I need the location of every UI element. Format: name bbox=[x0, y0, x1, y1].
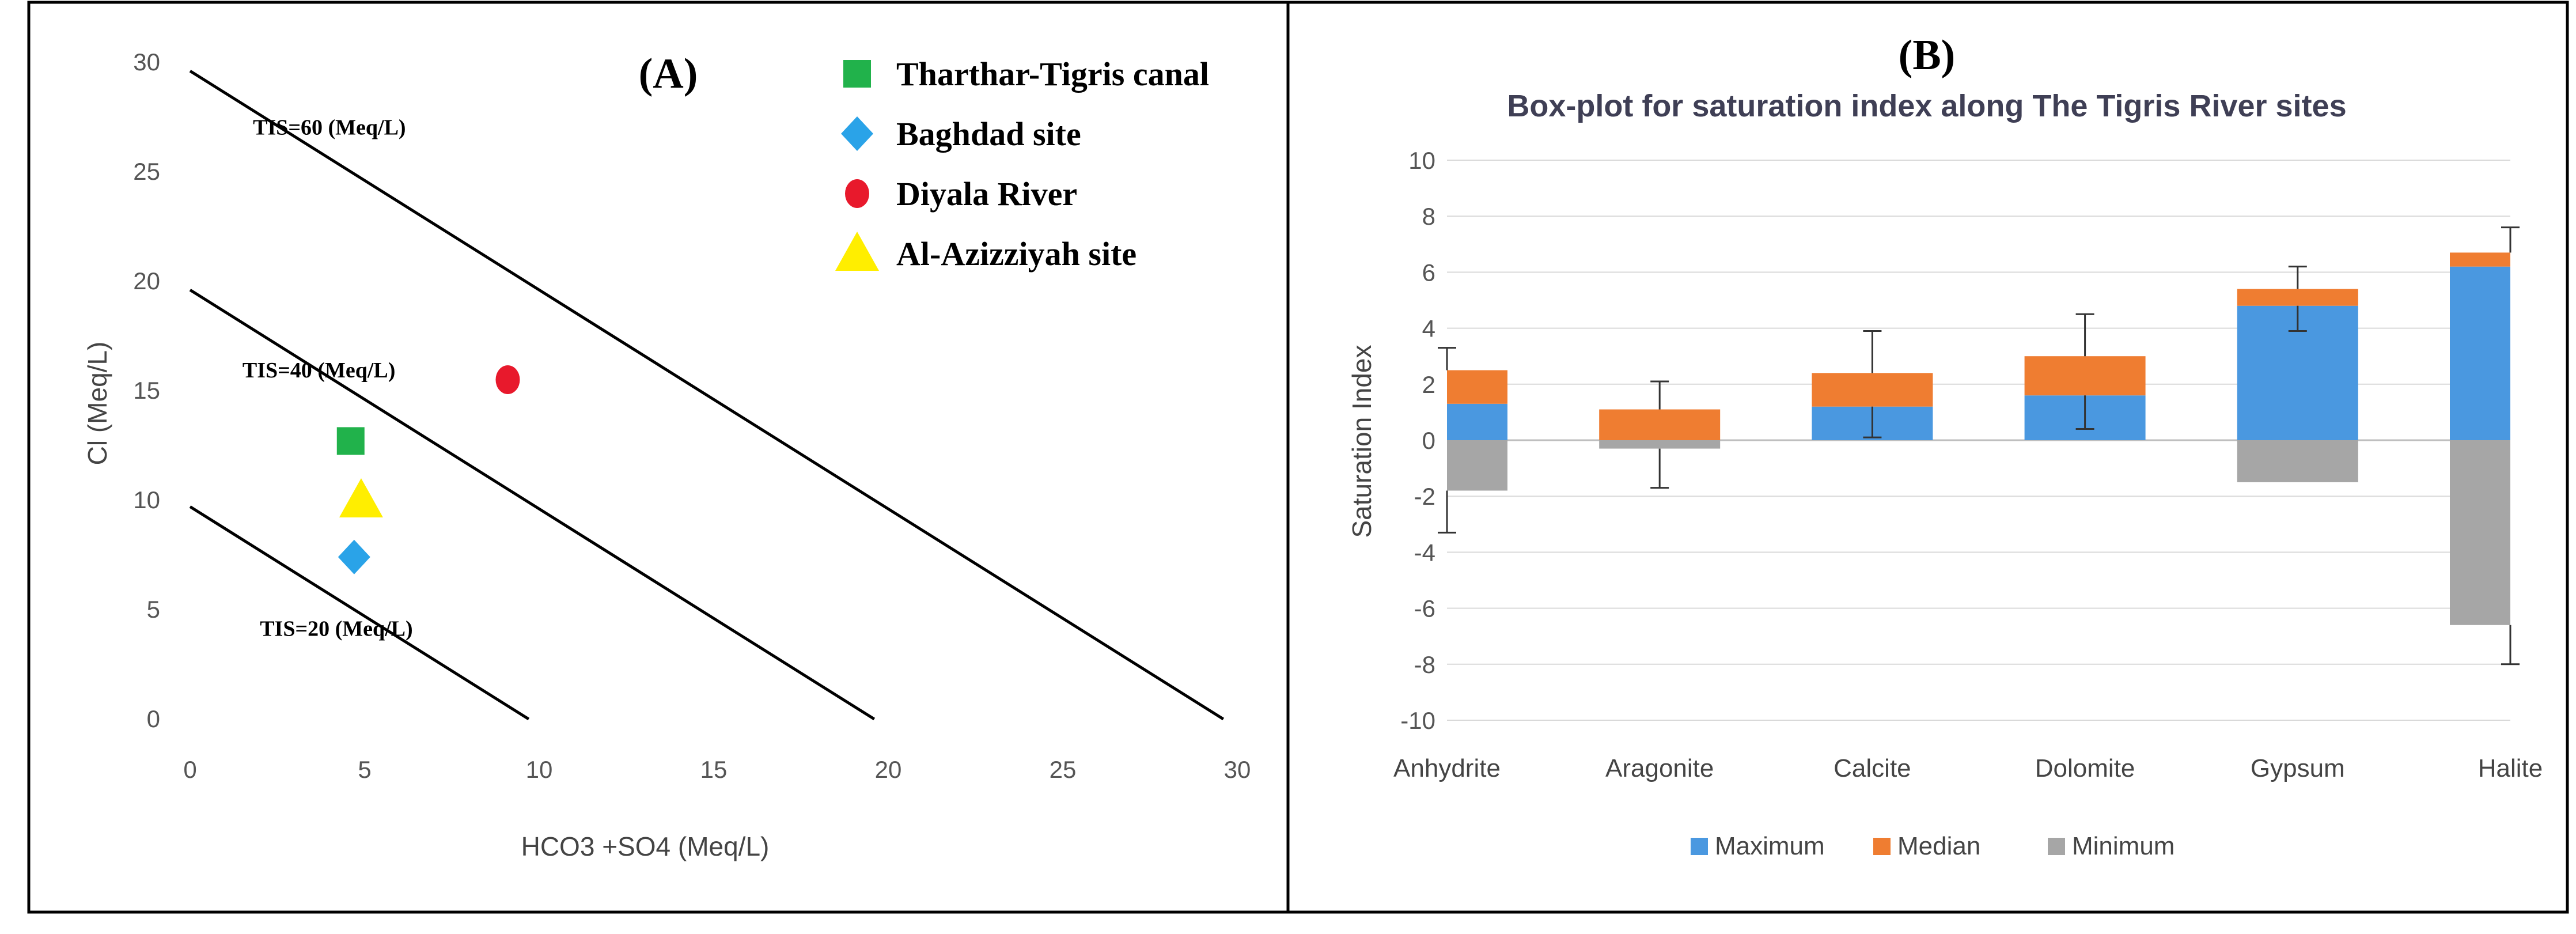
legend-label: Maximum bbox=[1715, 832, 1825, 860]
data-point-square bbox=[336, 427, 365, 455]
tis-line-label: TIS=40 (Meq/L) bbox=[243, 358, 396, 383]
category-label: Aragonite bbox=[1605, 754, 1714, 782]
panel-b-y-axis-label: Saturation Index bbox=[1347, 345, 1377, 538]
panel-b-y-tick-label: 2 bbox=[1422, 371, 1435, 398]
panel-b-y-tick-label: -6 bbox=[1414, 595, 1435, 622]
panel-b-y-tick-label: 0 bbox=[1422, 427, 1435, 454]
panel-b-y-tick-label: -2 bbox=[1414, 483, 1435, 510]
panel-b-y-tick-label: 4 bbox=[1422, 315, 1435, 342]
panel-a-y-tick-label: 0 bbox=[147, 705, 160, 732]
panel-b-category-labels: Anhydrite Aragonite Calcite Dolomite Gypsum H… bbox=[1393, 754, 2543, 782]
panel-a-x-tick-label: 10 bbox=[526, 756, 553, 783]
tis-line bbox=[189, 70, 1225, 721]
legend-label: Minimum bbox=[2072, 832, 2175, 860]
panel-b-y-tick-label: -8 bbox=[1414, 651, 1435, 678]
bar-maximum bbox=[1447, 403, 1507, 440]
panel-a-y-tick-label: 15 bbox=[133, 377, 160, 404]
category-label: Anhydrite bbox=[1393, 754, 1501, 782]
panel-a-x-tick-label: 25 bbox=[1050, 756, 1077, 783]
panel-b-bars bbox=[1447, 252, 2510, 625]
legend-swatch-median bbox=[1873, 838, 1891, 855]
category-label: Halite bbox=[2478, 754, 2543, 782]
bar-median bbox=[1812, 373, 1933, 407]
panel-a-tis-lines: TIS=60 (Meq/L) TIS=40 (Meq/L) TIS=20 (Meq/… bbox=[189, 70, 1225, 721]
legend-marker-circle bbox=[845, 179, 869, 208]
panel-a-legend: Tharthar-Tigris canal Baghdad site Diyala … bbox=[835, 55, 1209, 273]
category-label: Gypsum bbox=[2251, 754, 2345, 782]
category-label: Calcite bbox=[1833, 754, 1911, 782]
panel-a-y-axis-label: Cl (Meq/L) bbox=[82, 342, 112, 466]
panel-a-axes: 0 5 10 15 20 25 30 0 5 10 15 20 25 30 bbox=[133, 48, 1251, 783]
panel-a-x-tick-label: 20 bbox=[875, 756, 902, 783]
bar-minimum bbox=[2450, 440, 2510, 625]
legend-label: Median bbox=[1897, 832, 1980, 860]
panel-b-y-tick-label: 10 bbox=[1408, 147, 1435, 174]
panel-a-y-tick-label: 20 bbox=[133, 267, 160, 294]
panel-a-y-tick-label: 5 bbox=[147, 596, 160, 623]
panel-b-label: (B) bbox=[1899, 32, 1956, 79]
tis-line bbox=[189, 289, 876, 721]
bar-median bbox=[2450, 252, 2510, 267]
legend-marker-square bbox=[843, 60, 871, 88]
bar-minimum bbox=[2237, 440, 2358, 482]
panel-a-y-tick-label: 25 bbox=[133, 158, 160, 185]
legend-marker-diamond bbox=[841, 116, 873, 151]
panel-a-label: (A) bbox=[639, 50, 698, 97]
bar-median bbox=[1599, 409, 1721, 440]
panel-a-x-tick-label: 5 bbox=[358, 756, 371, 783]
bar-median bbox=[2237, 289, 2358, 306]
data-point-triangle bbox=[339, 478, 383, 517]
panel-b-title: Box-plot for saturation index along The … bbox=[1507, 89, 2346, 123]
panel-b-y-tick-label: -10 bbox=[1400, 707, 1435, 734]
tis-line-label: TIS=20 (Meq/L) bbox=[260, 617, 413, 641]
panel-a-y-tick-label: 10 bbox=[133, 486, 160, 513]
data-point-circle bbox=[495, 365, 520, 394]
panel-a-x-tick-label: 0 bbox=[183, 756, 196, 783]
bar-minimum bbox=[1599, 440, 1721, 449]
legend-label: Al-Azizziyah site bbox=[896, 235, 1137, 273]
panel-b-y-tick-label: 8 bbox=[1422, 203, 1435, 230]
panel-b-y-tick-label: 6 bbox=[1422, 259, 1435, 286]
panel-b-legend: Maximum Median Minimum bbox=[1691, 832, 2175, 860]
legend-label: Tharthar-Tigris canal bbox=[896, 55, 1209, 93]
bar-minimum bbox=[1447, 440, 1507, 491]
data-point-diamond bbox=[338, 539, 370, 574]
legend-label: Diyala River bbox=[896, 175, 1077, 213]
category-label: Dolomite bbox=[2035, 754, 2135, 782]
bar-median bbox=[2024, 356, 2146, 396]
panel-b-chart: (B) Box-plot for saturation index along … bbox=[1347, 32, 2543, 860]
panel-b-error-bars bbox=[1438, 226, 2520, 665]
tis-line bbox=[189, 505, 530, 721]
panel-a-x-tick-label: 30 bbox=[1224, 756, 1251, 783]
legend-swatch-minimum bbox=[2048, 838, 2065, 855]
panel-a-y-tick-label: 30 bbox=[133, 48, 160, 75]
bar-maximum bbox=[2450, 266, 2510, 440]
legend-swatch-maximum bbox=[1691, 838, 1708, 855]
panel-a-points bbox=[336, 365, 520, 574]
legend-marker-triangle bbox=[835, 232, 879, 271]
panel-a-x-tick-label: 15 bbox=[700, 756, 728, 783]
tis-line-label: TIS=60 (Meq/L) bbox=[253, 115, 406, 139]
panel-a-x-axis-label: HCO3 +SO4 (Meq/L) bbox=[521, 831, 770, 861]
bar-median bbox=[1447, 370, 1507, 404]
figure-frame bbox=[27, 1, 2569, 914]
panel-b-y-tick-label: -4 bbox=[1414, 539, 1435, 566]
legend-label: Baghdad site bbox=[896, 115, 1081, 153]
